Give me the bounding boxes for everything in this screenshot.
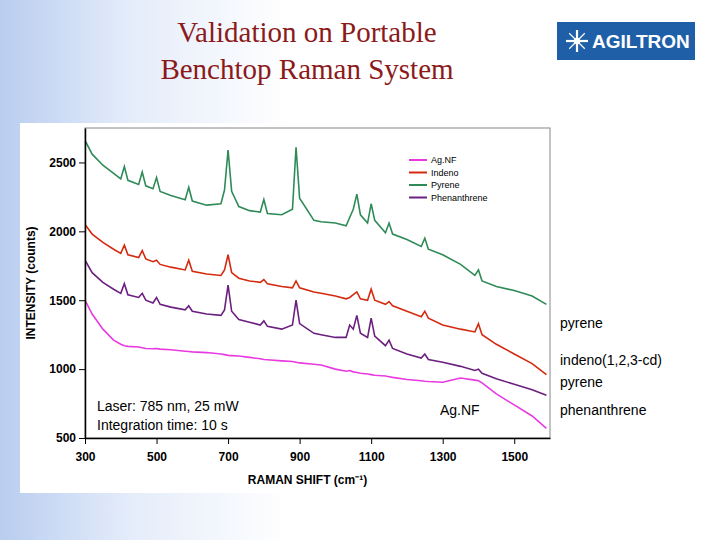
- annotation: Integration time: 10 s: [97, 417, 228, 433]
- x-tick: 500: [147, 438, 167, 464]
- y-tick-label: 2000: [49, 225, 76, 239]
- slide: Validation on Portable Benchtop Raman Sys…: [0, 0, 720, 540]
- x-tick-label: 1500: [501, 450, 528, 464]
- x-axis-line: [86, 438, 551, 440]
- slide-title: Validation on Portable Benchtop Raman Sys…: [160, 16, 454, 85]
- series-line: [85, 260, 546, 395]
- y-tick-mark: [79, 369, 85, 370]
- y-tick-label: 2500: [49, 156, 76, 170]
- x-tick-mark: [85, 438, 86, 444]
- series-line: [85, 224, 546, 374]
- y-tick-mark: [79, 438, 85, 439]
- annotation: Laser: 785 nm, 25 mW: [97, 398, 239, 414]
- logo-star: [566, 30, 588, 52]
- x-tick: 700: [219, 438, 239, 464]
- x-tick-mark: [228, 438, 229, 444]
- y-tick-mark: [79, 162, 85, 163]
- text-line: Benchtop Raman System: [160, 53, 454, 85]
- logo-box: [557, 22, 695, 60]
- x-tick-label: 500: [147, 450, 167, 464]
- legend-box: [405, 154, 491, 210]
- legend-swatch: [409, 159, 427, 161]
- y-tick-mark: [79, 231, 85, 232]
- y-tick-label: 1500: [49, 294, 76, 308]
- y-tick-label: 1000: [49, 362, 76, 376]
- x-tick-label: 1300: [430, 450, 457, 464]
- y-axis-line: [85, 129, 87, 439]
- chart-background: [20, 123, 555, 493]
- y-tick: 1500: [49, 294, 85, 308]
- text-line: Validation on Portable: [177, 16, 436, 48]
- x-tick: 1300: [430, 438, 457, 464]
- legend-swatch: [409, 184, 427, 186]
- y-tick: 500: [56, 431, 85, 445]
- x-tick-mark: [443, 438, 444, 444]
- x-tick-mark: [371, 438, 372, 444]
- annotation: Ag.NF: [440, 402, 480, 418]
- x-tick-mark: [514, 438, 515, 444]
- legend: Ag.NF Indeno Pyrene Phenanthrene: [405, 154, 491, 210]
- logo-ray: [569, 33, 585, 49]
- x-axis-title: RAMAN SHIFT (cm⁻¹): [248, 473, 367, 487]
- plot-frame: [85, 128, 550, 438]
- x-tick: 1500: [501, 438, 528, 464]
- y-axis: 500 1000 1500 2000 2500: [49, 129, 85, 446]
- annotation: phenanthrene: [560, 402, 647, 418]
- x-tick: 900: [290, 438, 310, 464]
- annotation: pyrene: [560, 315, 603, 331]
- text-line: pyrene: [560, 374, 603, 390]
- logo-dot: [574, 38, 580, 44]
- annotation: indeno(1,2,3-cd) pyrene: [560, 352, 662, 390]
- text-line: indeno(1,2,3-cd): [560, 352, 662, 368]
- plot-area: [85, 140, 546, 428]
- legend-label: Phenanthrene: [431, 193, 488, 203]
- legend-swatch: [409, 172, 427, 174]
- logo-text: AGILTRON: [592, 31, 690, 52]
- text-line: pyrene: [560, 315, 603, 331]
- text-line: phenanthrene: [560, 402, 647, 418]
- x-tick-mark: [300, 438, 301, 444]
- y-tick: 2000: [49, 225, 85, 239]
- y-tick-mark: [79, 300, 85, 301]
- legend-label: Pyrene: [431, 180, 460, 190]
- legend-label: Indeno: [431, 168, 459, 178]
- series-line: [85, 300, 546, 428]
- legend-swatch: [409, 197, 427, 199]
- x-tick-label: 300: [75, 450, 95, 464]
- x-tick-label: 700: [219, 450, 239, 464]
- logo: AGILTRON: [557, 22, 695, 60]
- x-tick: 300: [75, 438, 95, 464]
- y-tick: 2500: [49, 156, 85, 170]
- x-tick: 1100: [359, 438, 385, 464]
- x-tick-mark: [157, 438, 158, 444]
- x-tick-label: 900: [290, 450, 310, 464]
- series-line: [85, 140, 546, 304]
- legend-label: Ag.NF: [431, 155, 457, 165]
- x-axis: 300 500 700 900 1100 1300 1500: [75, 438, 550, 464]
- y-tick-label: 500: [56, 431, 76, 445]
- x-tick-label: 1100: [359, 450, 385, 464]
- y-axis-title: INTENSITY (counts): [24, 226, 38, 339]
- y-tick: 1000: [49, 362, 85, 376]
